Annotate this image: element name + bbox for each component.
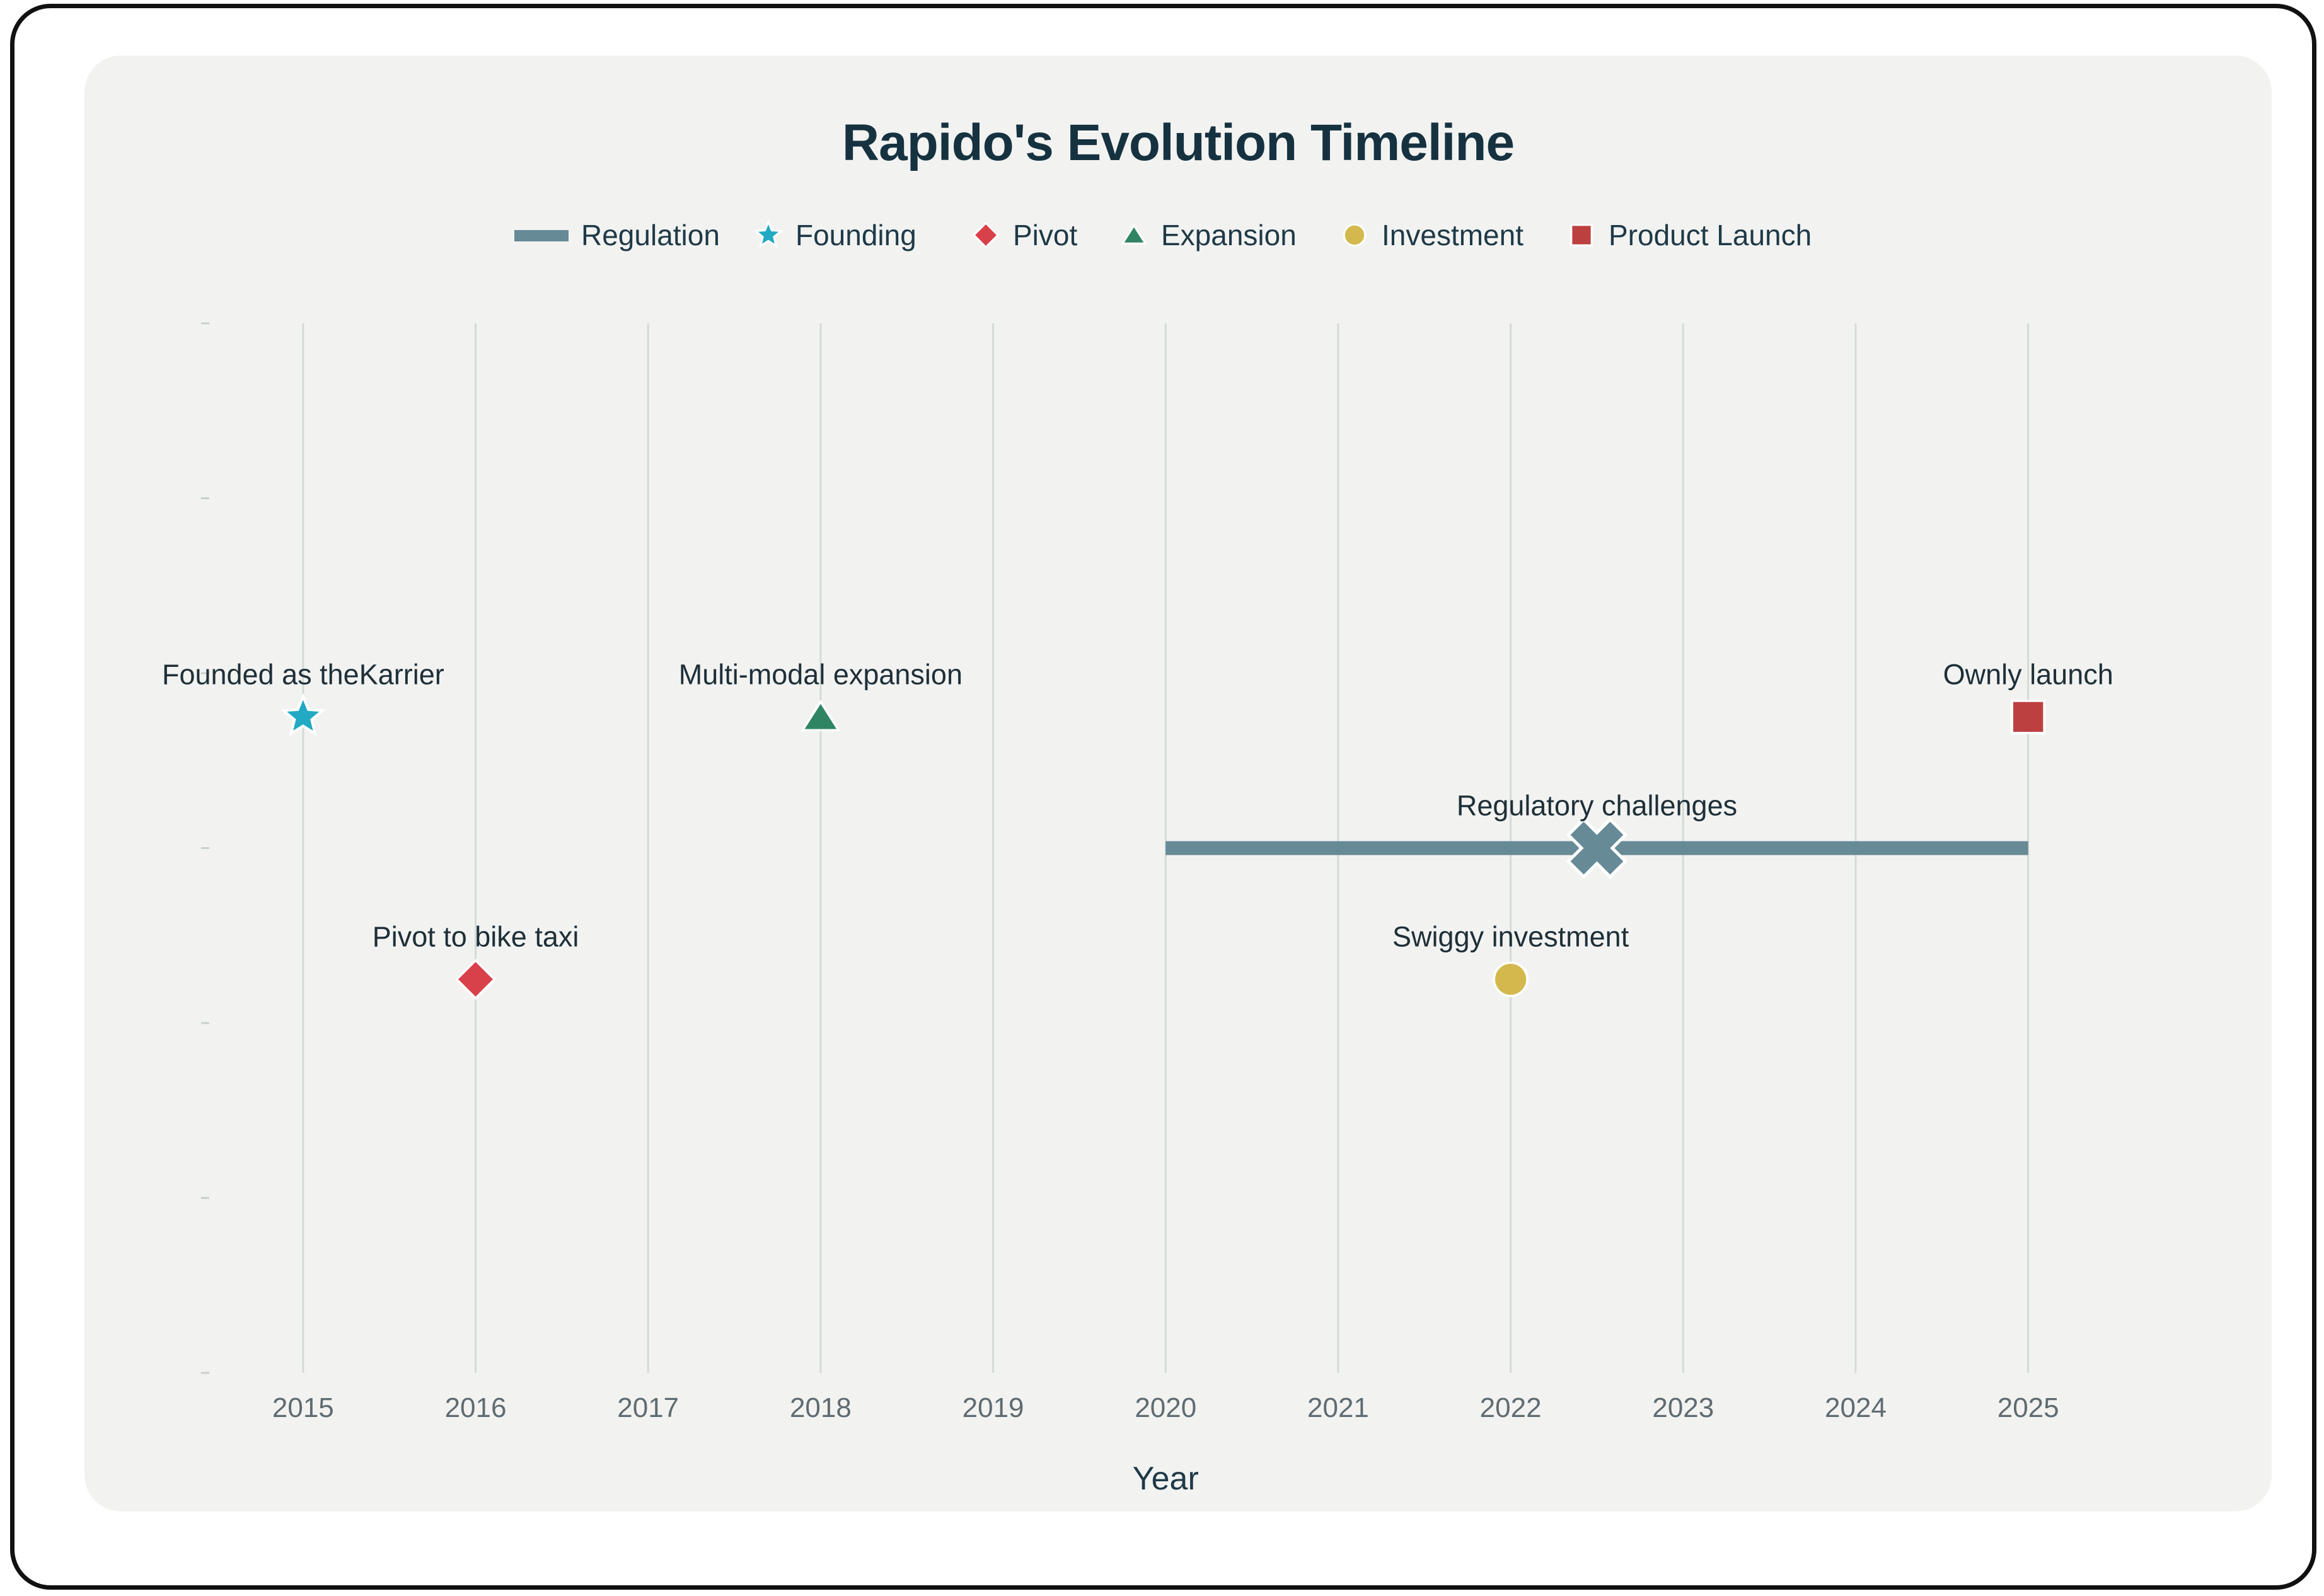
event-label-0: Founded as theKarrier — [162, 658, 444, 690]
legend-circle-icon — [1343, 223, 1367, 247]
x-tick-label-2024: 2024 — [1825, 1392, 1887, 1423]
x-tick-label-2018: 2018 — [790, 1392, 852, 1423]
legend-item-regulation[interactable]: Regulation — [513, 213, 720, 257]
legend-line-icon — [514, 230, 569, 241]
legend-label: Pivot — [1013, 219, 1078, 252]
event-marker-3 — [1493, 961, 1529, 997]
legend-item-expansion[interactable]: Expansion — [1118, 213, 1297, 257]
event-label-2: Multi-modal expansion — [679, 658, 963, 690]
event-label-4: Ownly launch — [1943, 658, 2113, 690]
x-tick-label-2025: 2025 — [1997, 1392, 2059, 1423]
legend-triangle-icon — [1121, 223, 1147, 245]
x-tick-label-2016: 2016 — [445, 1392, 507, 1423]
legend-item-investment[interactable]: Investment — [1339, 213, 1523, 257]
x-tick-label-2022: 2022 — [1480, 1392, 1542, 1423]
range-marker-0 — [1566, 817, 1628, 879]
x-tick-label-2015: 2015 — [272, 1392, 334, 1423]
x-tick-label-2019: 2019 — [963, 1392, 1024, 1423]
chart-title: Rapido's Evolution Timeline — [841, 114, 1515, 171]
event-marker-1 — [454, 959, 497, 1000]
x-tick-label-2023: 2023 — [1652, 1392, 1714, 1423]
event-marker-0 — [280, 693, 326, 736]
x-tick-label-2017: 2017 — [617, 1392, 679, 1423]
x-tick-label-2020: 2020 — [1135, 1392, 1196, 1423]
legend-diamond-icon — [972, 221, 1000, 249]
timeline-plot: 2015 2016 2017 2018 2019 2020 2021 2022 2023 2024… — [162, 322, 2113, 1497]
legend-item-product-launch[interactable]: Product Launch — [1566, 213, 1812, 257]
window-frame: Rapido's Evolution Timeline Regulation Fo… — [10, 4, 2316, 1590]
legend-label: Investment — [1382, 219, 1523, 252]
event-label-3: Swiggy investment — [1392, 921, 1629, 953]
legend-label: Founding — [795, 219, 916, 252]
event-label-1: Pivot to bike taxi — [373, 921, 579, 953]
chart-panel: Rapido's Evolution Timeline Regulation Fo… — [84, 55, 2272, 1512]
legend-label: Expansion — [1161, 219, 1297, 252]
legend-label: Product Launch — [1609, 219, 1812, 252]
event-marker-2 — [801, 700, 841, 732]
legend-item-founding[interactable]: Founding — [753, 213, 916, 257]
legend-item-pivot[interactable]: Pivot — [970, 213, 1077, 257]
x-axis-title: Year — [1133, 1460, 1199, 1497]
chart-legend: Regulation Founding Pivot Expansion Investme… — [84, 213, 2272, 257]
legend-star-icon — [753, 219, 783, 248]
legend-label: Regulation — [581, 219, 720, 252]
event-marker-4 — [2011, 700, 2045, 734]
x-tick-label-2021: 2021 — [1307, 1392, 1369, 1423]
legend-square-icon — [1570, 224, 1593, 246]
range-label-0: Regulatory challenges — [1457, 790, 1737, 822]
